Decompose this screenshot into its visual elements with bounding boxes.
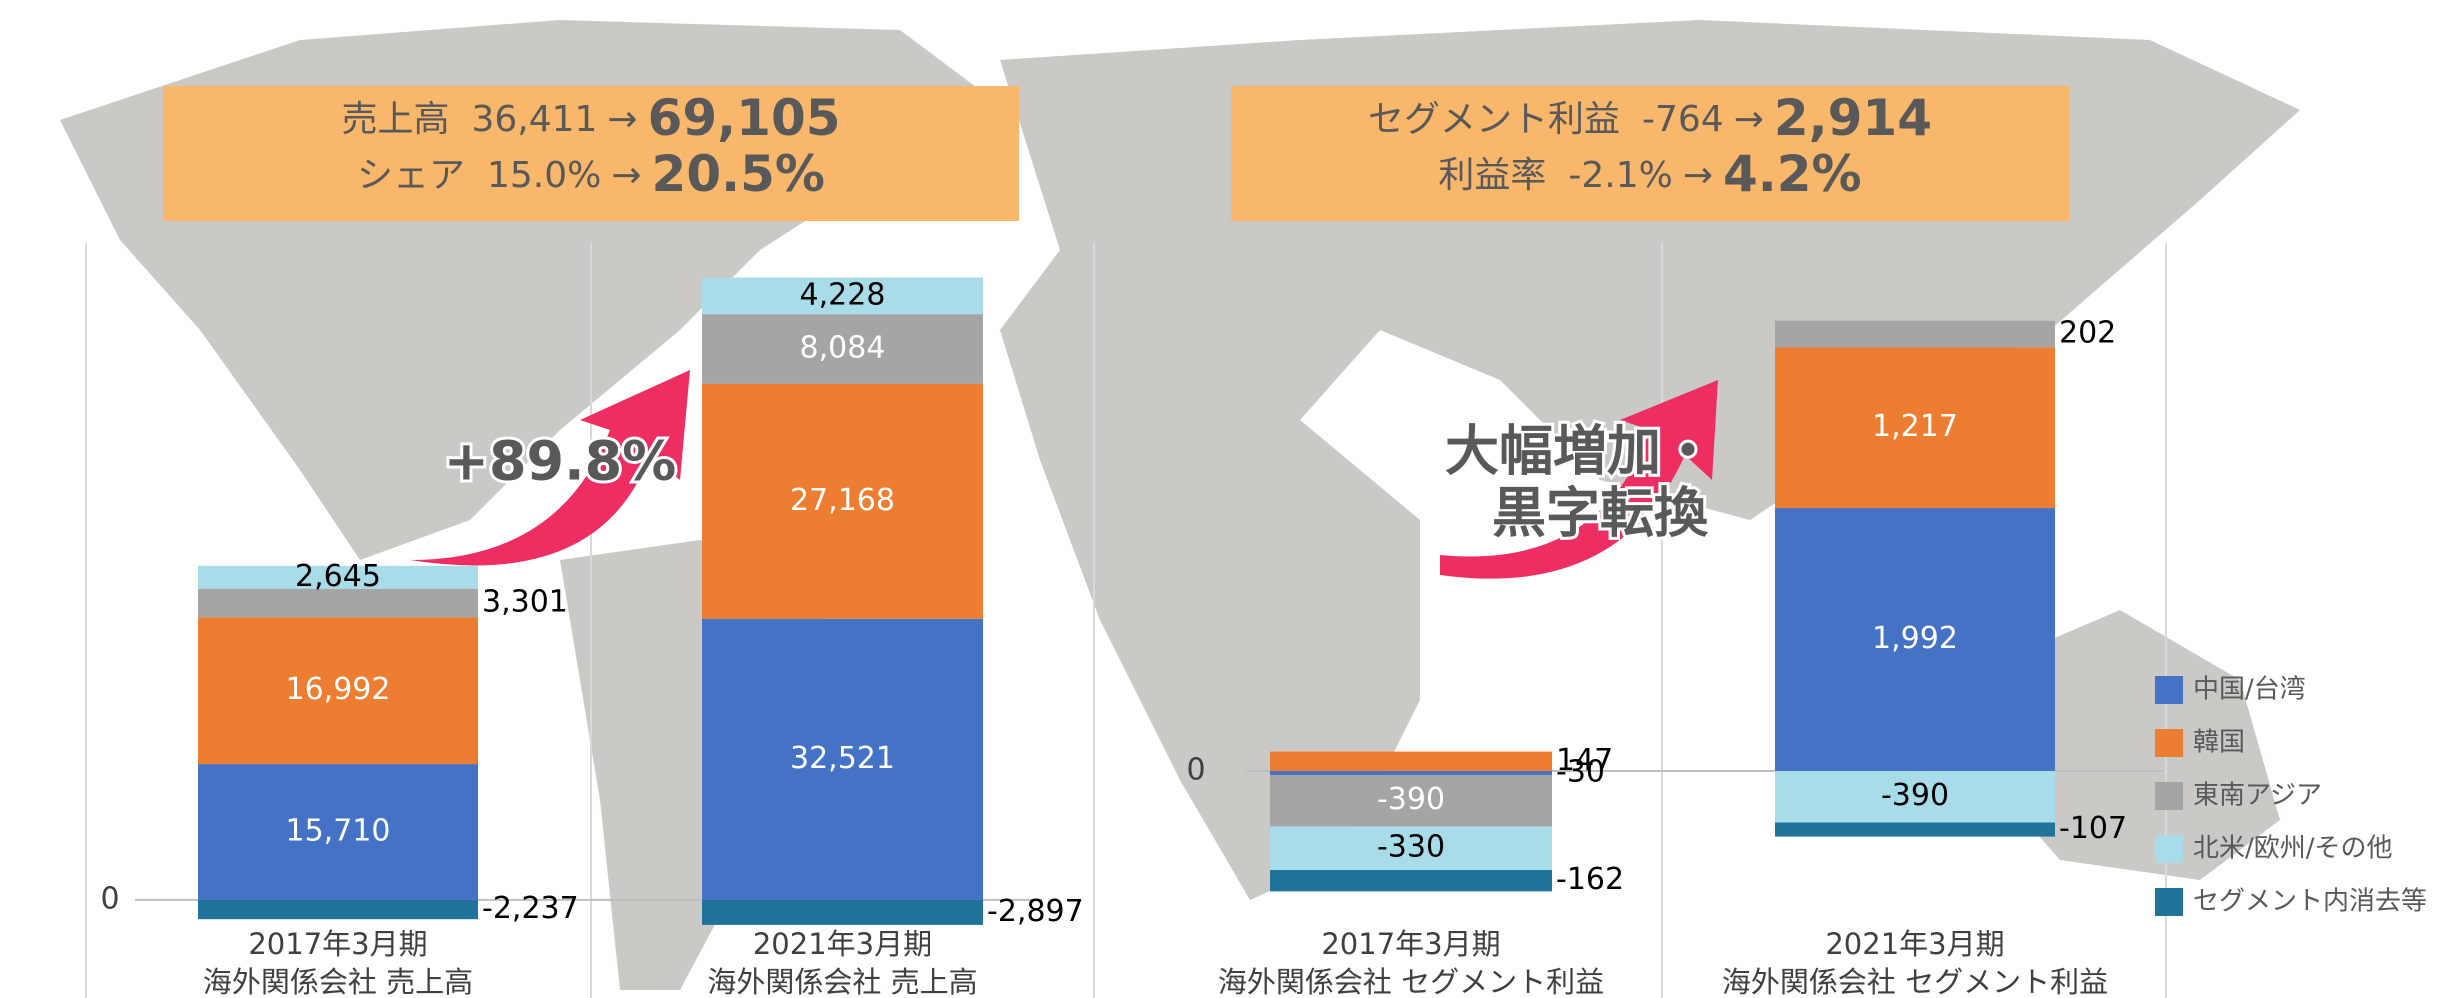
x-tick-label: 2021年3月期 — [753, 927, 932, 961]
legend-label: 東南アジア — [2193, 781, 2322, 811]
legend-swatch — [2155, 782, 2183, 810]
legend-swatch — [2155, 835, 2183, 863]
bar-segment — [1775, 320, 2055, 348]
bar-segment — [702, 314, 983, 384]
y-tick-label: 0 — [100, 881, 119, 916]
summary-part: 36,411 — [471, 99, 597, 140]
bar-segment — [1775, 508, 2055, 771]
legend-swatch — [2155, 888, 2183, 916]
data-label: 8,084 — [800, 331, 886, 366]
growth-arrow — [1440, 380, 1718, 579]
bar-segment — [198, 899, 478, 920]
x-tick-label: 2017年3月期 — [248, 927, 427, 961]
summary-part: 69,105 — [648, 89, 841, 147]
summary-box — [163, 86, 1019, 221]
bar-segment — [198, 764, 478, 900]
summary-part: → — [611, 155, 641, 196]
data-label: 2,645 — [295, 559, 381, 594]
data-label: -162 — [1556, 862, 1624, 897]
summary-line: シェア 15.0% → 20.5% — [357, 145, 825, 203]
data-label: -330 — [1377, 830, 1445, 865]
bar-segment — [702, 618, 983, 900]
bar-segment — [702, 383, 983, 619]
data-label: 32,521 — [790, 741, 895, 776]
annotation: 大幅増加・ — [1445, 420, 1715, 483]
summary-part: 売上高 — [341, 99, 449, 140]
summary-part: 20.5% — [652, 145, 825, 203]
bar-segment — [1270, 870, 1552, 892]
legend-label: 北米/欧州/その他 — [2193, 834, 2393, 864]
x-tick-label: 海外関係会社 売上高 — [707, 965, 977, 998]
summary-line: 売上高 36,411 → 69,105 — [341, 89, 840, 147]
bar-segment — [702, 899, 983, 925]
growth-arrow — [410, 370, 690, 566]
summary-part: 4.2% — [1723, 145, 1862, 203]
summary-part: シェア — [357, 155, 465, 196]
data-label: 202 — [2059, 316, 2116, 351]
summary-part: → — [1683, 155, 1713, 196]
x-tick-label: 海外関係会社 セグメント利益 — [1218, 965, 1604, 998]
summary-line: セグメント利益 -764 → 2,914 — [1368, 89, 1932, 147]
summary-part: → — [607, 99, 637, 140]
data-label: -390 — [1377, 782, 1445, 817]
summary-part: 利益率 — [1438, 155, 1546, 196]
data-label: -30 — [1556, 754, 1605, 789]
legend-swatch — [2155, 729, 2183, 757]
data-label: -2,897 — [987, 894, 1084, 929]
data-label: -390 — [1881, 778, 1949, 813]
data-label: 27,168 — [790, 483, 895, 518]
bar-segment — [702, 277, 983, 315]
bar-segment — [1270, 751, 1552, 771]
data-label: 1,217 — [1872, 409, 1958, 444]
bar-segment — [1775, 822, 2055, 837]
bar-segment — [198, 617, 478, 765]
bar-segment — [1270, 774, 1552, 827]
bar-segment — [1775, 347, 2055, 509]
x-tick-label: 海外関係会社 セグメント利益 — [1722, 965, 2108, 998]
x-tick-label: 2021年3月期 — [1825, 927, 2004, 961]
legend-label: 中国/台湾 — [2193, 675, 2306, 705]
summary-part: 2,914 — [1774, 89, 1932, 147]
legend-swatch — [2155, 676, 2183, 704]
summary-part: セグメント利益 — [1368, 99, 1620, 140]
data-label: -2,237 — [482, 891, 579, 926]
data-label: -107 — [2059, 811, 2127, 846]
summary-part: 15.0% — [487, 155, 601, 196]
summary-box — [1231, 86, 2069, 221]
separators — [85, 243, 2167, 998]
x-tick-label: 海外関係会社 売上高 — [203, 965, 473, 998]
annotation: +89.8% — [444, 430, 677, 493]
summary-part: -2.1% — [1568, 155, 1672, 196]
bar-segment — [198, 565, 478, 589]
data-label: 16,992 — [286, 672, 391, 707]
annotation: 黒字転換 — [1492, 482, 1709, 545]
bar-segment — [198, 588, 478, 618]
bar-segment — [1775, 771, 2055, 823]
legend-label: セグメント内消去等 — [2193, 887, 2427, 917]
data-label: 147 — [1556, 743, 1613, 778]
summary-line: 利益率 -2.1% → 4.2% — [1438, 145, 1861, 203]
bar-segment — [1270, 771, 1552, 775]
summary-part: → — [1734, 99, 1764, 140]
data-label: 15,710 — [286, 813, 391, 848]
data-label: 1,992 — [1872, 621, 1958, 656]
legend-label: 韓国 — [2193, 728, 2245, 758]
data-label: 3,301 — [482, 584, 568, 619]
y-tick-label: 0 — [1186, 753, 1205, 788]
bar-segment — [1270, 826, 1552, 870]
x-tick-label: 2017年3月期 — [1321, 927, 1500, 961]
data-label: 4,228 — [800, 277, 886, 312]
summary-part: -764 — [1642, 99, 1724, 140]
